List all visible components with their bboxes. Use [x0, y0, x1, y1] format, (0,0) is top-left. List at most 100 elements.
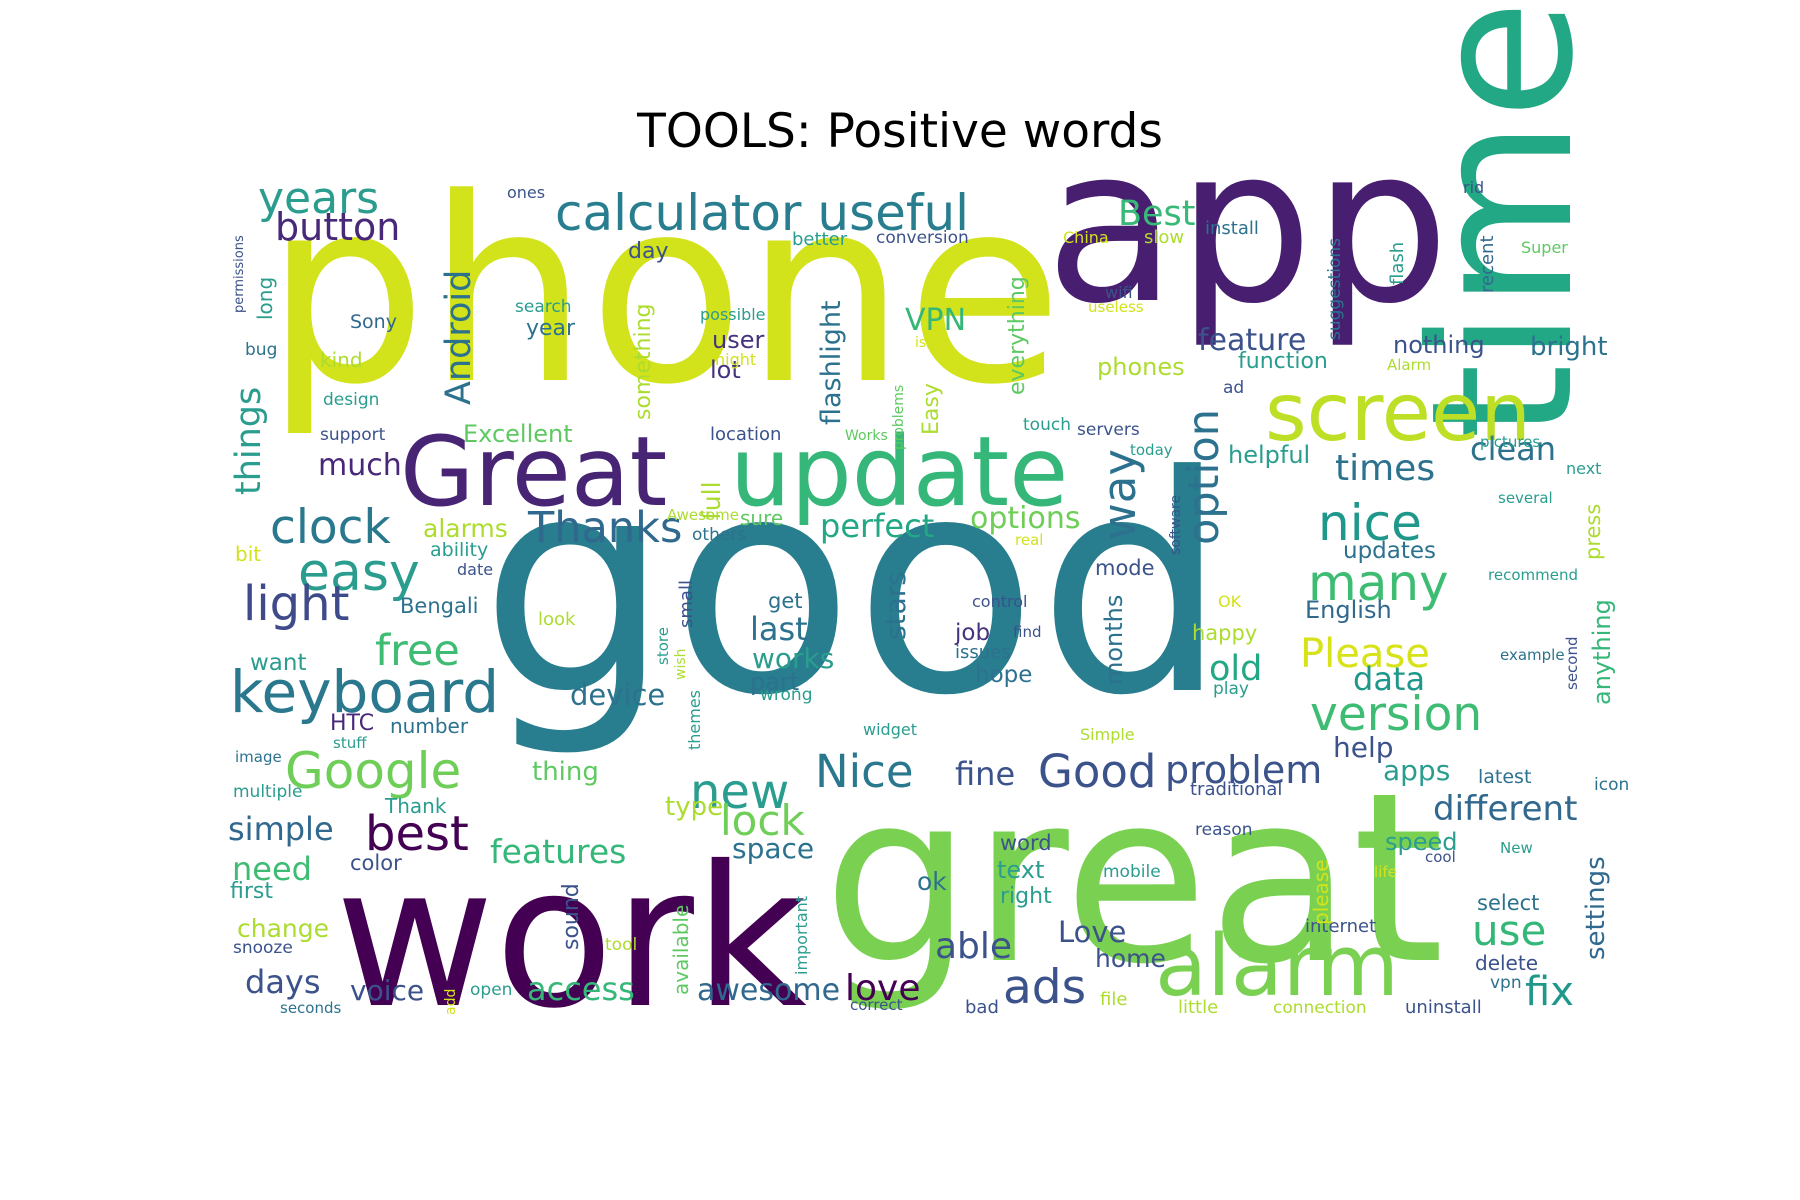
word-ones: ones [507, 183, 545, 202]
word-search: search [515, 297, 571, 317]
word-vpn: VPN [905, 303, 966, 338]
word-screen: screen [1265, 366, 1531, 459]
word-word: word [1000, 831, 1052, 855]
word-multiple: multiple [233, 782, 302, 802]
word-voice: voice [350, 974, 424, 1007]
word-htc: HTC [330, 711, 374, 736]
word-internet: internet [1305, 916, 1376, 937]
word-uninstall: uninstall [1405, 997, 1482, 1018]
word-part: part [750, 668, 799, 696]
word-right: right [1000, 884, 1052, 909]
word-data: data [1353, 660, 1425, 698]
word-possible: possible [700, 305, 766, 324]
word-apps: apps [1383, 754, 1450, 787]
word-traditional: traditional [1190, 779, 1282, 800]
word-lock: lock [720, 796, 805, 845]
word-latest: latest [1478, 766, 1531, 788]
word-months: months [1100, 595, 1128, 685]
word-issue: issue [915, 335, 951, 351]
word-connection: connection [1273, 998, 1367, 1018]
word-time: time [1389, 0, 1616, 440]
word-text: text [997, 856, 1044, 884]
word-little: little [1178, 997, 1218, 1018]
word-option: option [1179, 409, 1229, 545]
word-second: second [1563, 637, 1581, 691]
word-bad: bad [965, 997, 999, 1018]
word-full: full [697, 481, 726, 520]
word-button: button [275, 205, 400, 249]
word-find: find [1013, 623, 1041, 641]
word-everything: everything [1005, 276, 1030, 395]
word-phone: phone [265, 144, 1063, 441]
word-bit: bit [235, 542, 261, 566]
word-best: best [365, 806, 469, 862]
word-good: good [480, 412, 1228, 761]
word-image: image [235, 748, 282, 766]
word-please: Please [1300, 631, 1430, 677]
word-press: press [1581, 504, 1605, 560]
word-alarm: Alarm [1387, 356, 1431, 374]
word-pictures: pictures [1480, 433, 1540, 451]
word-easy: easy [298, 543, 420, 603]
word-bright: bright [1530, 332, 1608, 362]
word-updates: updates [1343, 538, 1436, 564]
word-reason: reason [1195, 820, 1253, 840]
word-space: space [732, 832, 814, 865]
word-free: free [375, 626, 460, 676]
word-hope: hope [975, 662, 1032, 688]
word-get: get [768, 589, 802, 613]
word-type: type [665, 792, 723, 822]
word-control: control [972, 592, 1027, 611]
word-simple: Simple [1080, 725, 1135, 744]
word-correct: correct [850, 996, 903, 1014]
word-keyboard: keyboard [230, 658, 499, 726]
word-calculator-useful: calculator useful [555, 184, 969, 242]
word-date: date [457, 560, 493, 579]
word-different: different [1433, 789, 1577, 829]
word-change: change [237, 914, 329, 943]
word-features: features [490, 832, 626, 871]
word-something: something [631, 304, 656, 420]
word-available: available [669, 905, 693, 995]
word-file: file [1100, 989, 1127, 1010]
word-fine: fine [955, 755, 1015, 793]
word-nothing: nothing [1393, 331, 1485, 359]
word-first: first [230, 879, 273, 904]
word-look: look [538, 609, 576, 630]
word-user: user [712, 326, 764, 354]
word-small: small [676, 580, 697, 628]
word-next: next [1566, 459, 1601, 478]
word-open: open [470, 980, 512, 1000]
word-problem: problem [1165, 748, 1322, 792]
word-location: location [710, 424, 781, 445]
word-device: device [570, 678, 665, 712]
word-store: store [654, 627, 672, 665]
word-new: new [690, 764, 789, 820]
word-suggestions: suggestions [1325, 238, 1345, 340]
word-new: New [1500, 839, 1533, 857]
word-today: today [1130, 441, 1173, 459]
word-best: Best [1118, 194, 1196, 234]
word-problems: problems [891, 385, 907, 450]
word-settings: settings [1581, 856, 1611, 960]
word-perfect: perfect [820, 507, 934, 545]
word-icon: icon [1594, 775, 1629, 795]
word-version: version [1310, 687, 1482, 742]
word-works: works [752, 642, 834, 675]
word-install: install [1205, 218, 1259, 239]
word-love: love [845, 968, 920, 1009]
word-ok: OK [1218, 592, 1242, 611]
word-others: others [692, 525, 746, 545]
word-snooze: snooze [233, 938, 293, 958]
word-english: English [1305, 596, 1392, 624]
word-life: life [1374, 863, 1397, 881]
word-permissions: permissions [232, 235, 247, 313]
word-delete: delete [1475, 951, 1538, 975]
word-better: better [792, 229, 848, 250]
word-use: use [1472, 906, 1546, 955]
word-speed: speed [1385, 828, 1458, 856]
word-day: day [628, 239, 668, 264]
word-conversion: conversion [876, 228, 969, 248]
word-support: support [320, 425, 386, 445]
word-love: Love [1058, 915, 1126, 949]
